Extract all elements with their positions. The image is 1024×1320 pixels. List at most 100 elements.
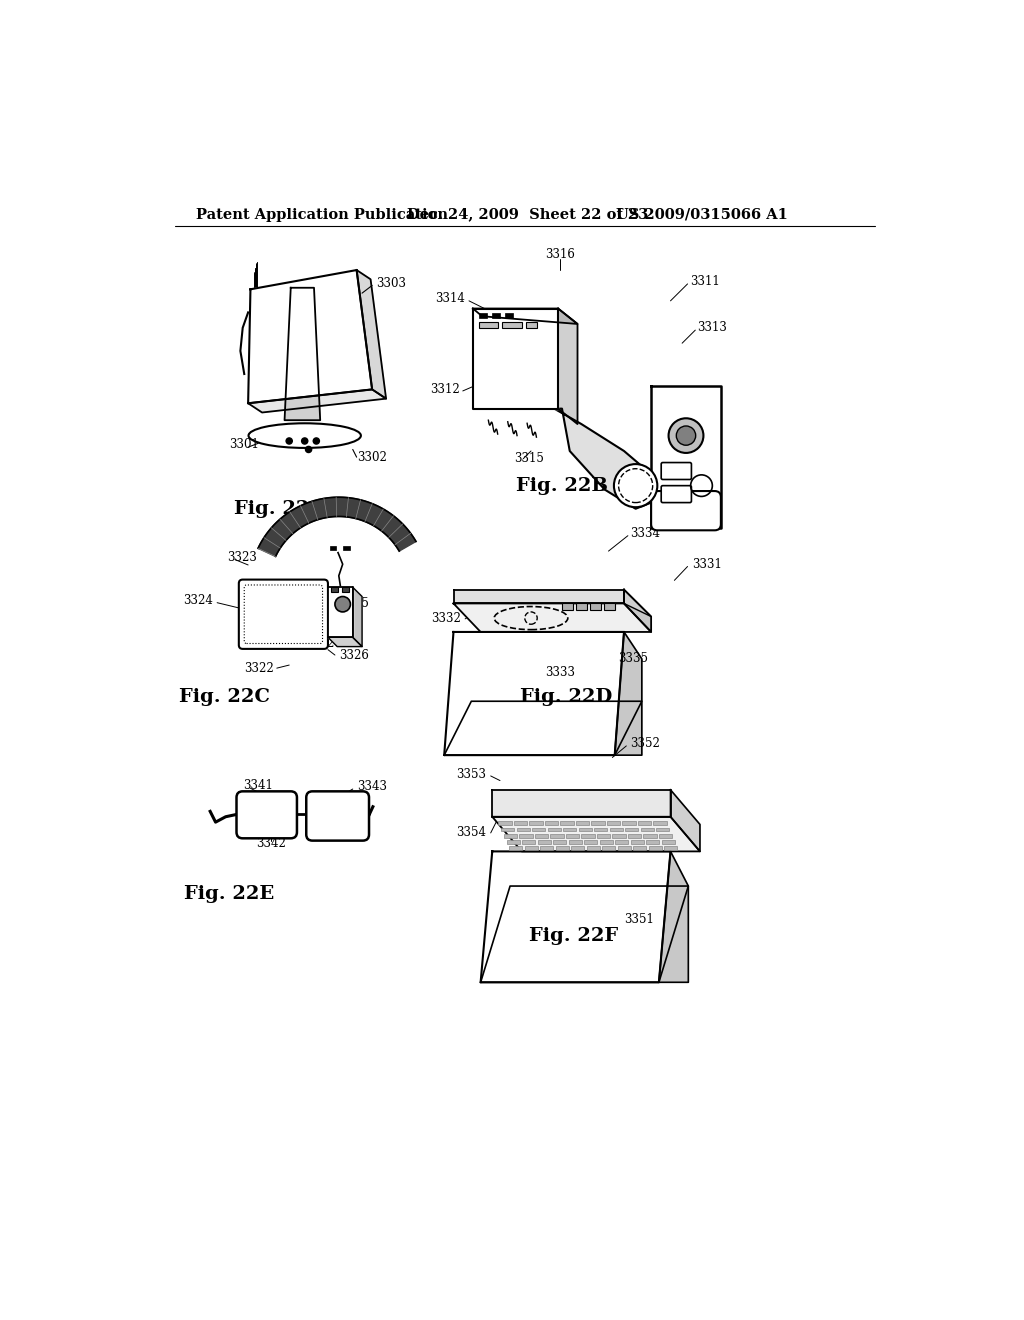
Bar	[501, 828, 514, 832]
Bar	[331, 586, 338, 591]
Bar	[503, 322, 521, 327]
Bar	[532, 828, 546, 832]
Ellipse shape	[676, 426, 695, 445]
Text: US 2009/0315066 A1: US 2009/0315066 A1	[616, 207, 788, 222]
Bar	[571, 846, 585, 850]
Text: Fig. 22C: Fig. 22C	[179, 689, 270, 706]
Text: 3324: 3324	[183, 594, 213, 607]
Polygon shape	[624, 590, 651, 616]
FancyBboxPatch shape	[662, 486, 691, 503]
FancyBboxPatch shape	[662, 462, 691, 479]
Bar	[535, 834, 548, 838]
FancyBboxPatch shape	[651, 491, 721, 531]
Polygon shape	[328, 587, 352, 638]
Polygon shape	[473, 309, 578, 323]
Bar	[658, 834, 672, 838]
Polygon shape	[356, 271, 386, 399]
Bar	[529, 821, 543, 825]
Polygon shape	[454, 603, 651, 632]
Bar	[590, 603, 601, 610]
Bar	[631, 840, 644, 843]
Bar	[584, 840, 597, 843]
Bar	[602, 846, 615, 850]
FancyBboxPatch shape	[237, 792, 297, 838]
Bar	[541, 846, 554, 850]
Ellipse shape	[249, 424, 360, 447]
Text: 3316: 3316	[546, 248, 575, 261]
Bar	[563, 828, 577, 832]
Text: Fig. 22B: Fig. 22B	[516, 477, 608, 495]
Polygon shape	[554, 409, 663, 508]
Polygon shape	[493, 817, 700, 851]
Text: 3342: 3342	[256, 837, 287, 850]
Bar	[643, 834, 656, 838]
Bar	[343, 545, 349, 550]
Bar	[575, 821, 589, 825]
Text: 3315: 3315	[514, 453, 544, 465]
Bar	[609, 828, 623, 832]
Polygon shape	[658, 851, 688, 982]
Text: Dec. 24, 2009  Sheet 22 of 23: Dec. 24, 2009 Sheet 22 of 23	[407, 207, 648, 222]
Bar	[507, 840, 520, 843]
Bar	[628, 834, 641, 838]
Bar	[514, 821, 527, 825]
Bar	[656, 828, 670, 832]
Text: Fig. 22F: Fig. 22F	[529, 927, 618, 945]
Bar	[653, 821, 667, 825]
Bar	[517, 828, 529, 832]
Bar	[545, 821, 558, 825]
Bar	[504, 834, 517, 838]
Polygon shape	[558, 309, 578, 424]
Bar	[509, 846, 522, 850]
Text: 3313: 3313	[697, 321, 727, 334]
Bar	[330, 545, 336, 550]
Text: 3302: 3302	[356, 450, 386, 463]
Bar	[633, 846, 646, 850]
Bar	[550, 834, 563, 838]
Text: A: A	[285, 599, 309, 630]
Bar	[525, 322, 538, 327]
Polygon shape	[624, 590, 651, 632]
Text: 3354: 3354	[456, 825, 486, 838]
Circle shape	[614, 465, 657, 507]
Polygon shape	[454, 590, 624, 603]
Bar	[556, 846, 569, 850]
Bar	[522, 840, 536, 843]
Bar	[479, 322, 499, 327]
Bar	[582, 834, 595, 838]
Bar	[548, 828, 561, 832]
Bar	[665, 846, 678, 850]
Bar	[594, 828, 607, 832]
Polygon shape	[671, 789, 700, 851]
Bar	[607, 821, 621, 825]
Circle shape	[313, 438, 319, 444]
Circle shape	[335, 597, 350, 612]
Bar	[641, 828, 654, 832]
Polygon shape	[352, 587, 362, 647]
Circle shape	[305, 446, 311, 453]
Text: 3321: 3321	[312, 638, 342, 649]
Polygon shape	[651, 385, 721, 528]
Polygon shape	[258, 498, 416, 557]
Bar	[600, 840, 612, 843]
Polygon shape	[248, 389, 386, 412]
Text: 3312: 3312	[430, 383, 460, 396]
Bar	[646, 840, 659, 843]
Text: 3332: 3332	[431, 612, 461, 626]
Text: 3303: 3303	[376, 277, 406, 289]
Text: 3323: 3323	[227, 550, 257, 564]
Bar	[604, 603, 614, 610]
Bar	[587, 846, 600, 850]
Bar	[506, 313, 513, 318]
Polygon shape	[248, 271, 372, 404]
Text: Patent Application Publication: Patent Application Publication	[197, 207, 449, 222]
Text: 3311: 3311	[690, 275, 720, 288]
Text: 3326: 3326	[339, 648, 369, 661]
Text: 3343: 3343	[356, 780, 387, 793]
Ellipse shape	[669, 418, 703, 453]
Polygon shape	[285, 288, 321, 420]
Bar	[562, 603, 572, 610]
Polygon shape	[473, 309, 558, 409]
Bar	[626, 828, 638, 832]
Bar	[638, 821, 651, 825]
